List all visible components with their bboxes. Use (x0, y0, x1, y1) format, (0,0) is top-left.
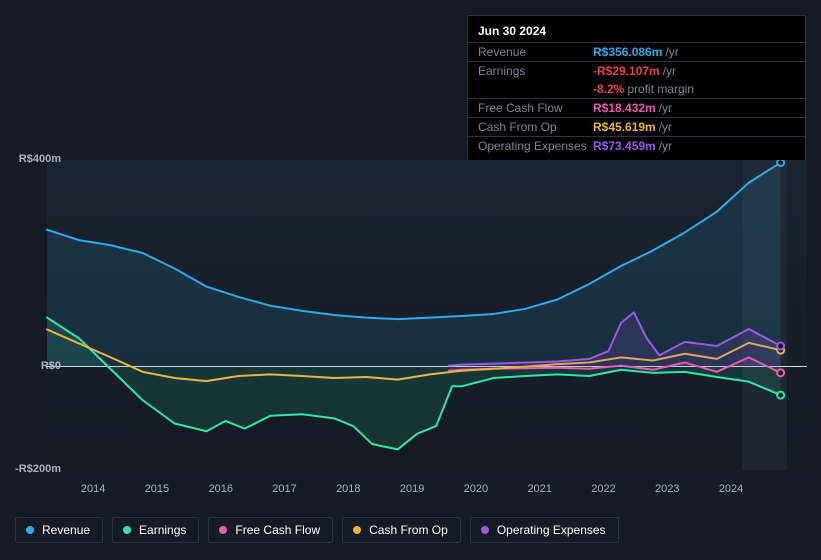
tooltip-row-suffix: /yr (659, 139, 672, 153)
tooltip-row-suffix: /yr (659, 120, 672, 134)
tooltip-row-value: R$356.086m (593, 45, 662, 59)
legend-item-operating-expenses[interactable]: Operating Expenses (470, 517, 619, 543)
tooltip-row-value-wrap: R$18.432m/yr (593, 101, 672, 115)
x-axis-tick-label: 2018 (336, 483, 360, 495)
legend-item-label: Free Cash Flow (235, 523, 320, 537)
tooltip-row: Cash From OpR$45.619m/yr (468, 117, 805, 136)
x-axis-tick-label: 2020 (464, 483, 488, 495)
legend-item-label: Earnings (139, 523, 186, 537)
tooltip-row-label (478, 82, 593, 96)
chart-tooltip: Jun 30 2024 RevenueR$356.086m/yrEarnings… (467, 15, 806, 162)
y-axis-tick-label: -R$200m (15, 463, 61, 475)
tooltip-row: Free Cash FlowR$18.432m/yr (468, 98, 805, 117)
tooltip-row-label: Earnings (478, 64, 593, 78)
legend-dot-icon (353, 526, 361, 534)
x-axis-tick-label: 2019 (400, 483, 424, 495)
tooltip-row-value: R$73.459m (593, 139, 656, 153)
legend-dot-icon (481, 526, 489, 534)
y-axis-tick-label: R$0 (41, 360, 61, 372)
x-axis-tick-label: 2022 (591, 483, 615, 495)
legend-dot-icon (26, 526, 34, 534)
legend-dot-icon (219, 526, 227, 534)
tooltip-row-value-wrap: R$73.459m/yr (593, 139, 672, 153)
tooltip-row-value-wrap: -R$29.107m/yr (593, 64, 676, 78)
tooltip-row-value-wrap: R$45.619m/yr (593, 120, 672, 134)
x-axis-tick-label: 2021 (527, 483, 551, 495)
y-axis-tick-label: R$400m (19, 153, 61, 165)
tooltip-row-suffix: /yr (665, 45, 678, 59)
tooltip-row-suffix: profit margin (627, 82, 694, 96)
tooltip-row-value: -8.2% (593, 82, 624, 96)
tooltip-row-label: Free Cash Flow (478, 101, 593, 115)
tooltip-row-value-wrap: -8.2%profit margin (593, 82, 694, 96)
x-axis-tick-label: 2016 (208, 483, 232, 495)
legend-item-cash-from-op[interactable]: Cash From Op (342, 517, 461, 543)
tooltip-row-suffix: /yr (659, 101, 672, 115)
tooltip-row: RevenueR$356.086m/yr (468, 42, 805, 61)
chart-legend: Revenue Earnings Free Cash Flow Cash From O… (15, 517, 619, 543)
legend-item-earnings[interactable]: Earnings (112, 517, 199, 543)
x-axis-tick-label: 2023 (655, 483, 679, 495)
x-axis-tick-label: 2014 (81, 483, 105, 495)
tooltip-row: Earnings-R$29.107m/yr (468, 61, 805, 80)
tooltip-row: -8.2%profit margin (468, 80, 805, 98)
legend-item-free-cash-flow[interactable]: Free Cash Flow (208, 517, 333, 543)
tooltip-row-value: -R$29.107m (593, 64, 660, 78)
tooltip-row-label: Cash From Op (478, 120, 593, 134)
tooltip-row-value: R$45.619m (593, 120, 656, 134)
tooltip-row: Operating ExpensesR$73.459m/yr (468, 136, 805, 155)
chart-svg (15, 160, 807, 480)
legend-item-revenue[interactable]: Revenue (15, 517, 103, 543)
legend-dot-icon (123, 526, 131, 534)
x-axis-tick-label: 2017 (272, 483, 296, 495)
legend-item-label: Operating Expenses (497, 523, 606, 537)
x-axis-tick-label: 2015 (145, 483, 169, 495)
x-axis-tick-label: 2024 (719, 483, 743, 495)
tooltip-row-value: R$18.432m (593, 101, 656, 115)
tooltip-date: Jun 30 2024 (468, 22, 805, 42)
tooltip-row-label: Operating Expenses (478, 139, 593, 153)
tooltip-row-suffix: /yr (663, 64, 676, 78)
tooltip-row-label: Revenue (478, 45, 593, 59)
legend-item-label: Revenue (42, 523, 90, 537)
tooltip-row-value-wrap: R$356.086m/yr (593, 45, 679, 59)
chart-plot (15, 160, 805, 480)
legend-item-label: Cash From Op (369, 523, 448, 537)
